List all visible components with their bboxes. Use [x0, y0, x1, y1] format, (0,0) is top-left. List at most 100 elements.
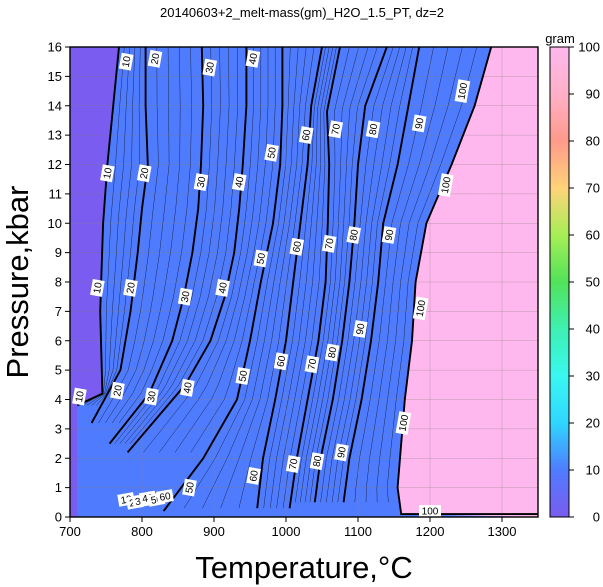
y-tick-label: 8 [55, 275, 62, 290]
contour-label-30: 30 [177, 287, 193, 306]
colorbar-ramp [549, 46, 570, 518]
colorbar-tick-label: 50 [586, 275, 600, 290]
contour-label-bg [285, 455, 301, 474]
contour-label-text: 50 [255, 252, 268, 265]
contour-label-bg [346, 226, 361, 244]
contour-label-bg [309, 452, 325, 471]
contour-label-bg [328, 120, 343, 139]
contour-label-70: 70 [304, 355, 320, 374]
contour-label-80: 80 [324, 343, 340, 362]
fine-contour [112, 47, 181, 424]
contour-label-bg [110, 381, 125, 400]
contour-label-text: 20 [125, 281, 138, 294]
y-tick-label: 11 [49, 186, 63, 201]
contour-label-50: 50 [182, 478, 197, 497]
contour-line-10 [76, 47, 120, 407]
contour-label-text: 40 [234, 175, 247, 188]
contour-label-100: 100 [419, 505, 441, 517]
fine-contour [105, 47, 170, 424]
contour-label-30: 30 [202, 58, 217, 77]
contour-label-text: 40 [217, 281, 230, 294]
x-tick-label: 700 [59, 524, 81, 539]
contour-label-100: 100 [412, 296, 429, 321]
contour-label-text: 50 [237, 369, 250, 382]
contour-label-50: 50 [253, 249, 268, 268]
major-contours [76, 47, 538, 516]
contour-label-40: 40 [180, 378, 195, 397]
contour-label-60: 60 [273, 352, 289, 371]
contour-label-80: 80 [365, 120, 381, 139]
y-tick-label: 3 [55, 421, 62, 436]
contour-label-text: 30 [196, 175, 209, 188]
y-tick-label: 7 [55, 304, 62, 319]
y-tick-label: 0 [55, 510, 62, 525]
contour-label-20: 20 [147, 49, 162, 68]
contour-label-20: 20 [123, 278, 138, 297]
contour-label-60: 60 [156, 489, 174, 504]
contour-label-10: 10 [90, 278, 105, 297]
contour-label-bg [72, 387, 87, 406]
x-tick-label: 900 [203, 524, 225, 539]
contour-label-bg [245, 49, 261, 68]
contour-label-90: 90 [352, 320, 368, 338]
contour-label-text: 80 [327, 346, 340, 359]
contour-label-bg [381, 226, 397, 244]
contour-label-100: 100 [437, 173, 454, 197]
y-tick-label: 15 [48, 69, 62, 84]
x-tick-label: 1100 [344, 524, 372, 539]
x-tick-label: 800 [131, 524, 153, 539]
x-axis: 700 800 900 1000 1100 1200 1300 [59, 517, 516, 539]
contour-line-80 [313, 47, 388, 503]
contour-label-text: 40 [182, 381, 195, 394]
contour-label-10: 10 [118, 52, 134, 71]
contour-label-bg [246, 466, 261, 485]
contour-label-50: 50 [235, 367, 250, 385]
colorbar: gram 0 10 20 30 40 50 60 70 80 90 100 [545, 31, 600, 525]
y-tick-label: 10 [48, 216, 62, 231]
colorbar-tick-label: 40 [586, 322, 600, 337]
contour-label-bg [144, 387, 159, 406]
contour-label-text: 20 [112, 384, 125, 397]
contour-label-bg [118, 52, 134, 71]
chart-title: 20140603+2_melt-mass(gm)_H2O_1.5_PT, dz=… [160, 5, 444, 20]
contour-label-bg [264, 143, 279, 162]
y-axis-title: Pressure,kbar [0, 186, 35, 379]
fine-contour [98, 47, 159, 424]
y-tick-label: 4 [55, 392, 62, 407]
contour-label-text: 60 [291, 240, 304, 253]
contour-label-text: 70 [330, 123, 343, 136]
contour-label-bg [334, 443, 349, 462]
y-tick-label: 13 [48, 128, 62, 143]
contour-label-bg [90, 278, 105, 297]
plot-area: 10 10 10 10 20 20 20 20 30 30 30 30 40 40 40 40 50 50 50 50… [69, 46, 539, 518]
contour-label-text: 90 [384, 228, 397, 241]
contour-label-bg [304, 355, 320, 374]
contour-label-text: 100 [422, 507, 439, 518]
y-tick-label: 5 [55, 363, 62, 378]
contour-label-60: 60 [289, 237, 304, 256]
colorbar-tick-label: 100 [578, 40, 600, 55]
contour-line-100 [396, 47, 538, 516]
contour-label-10: 10 [72, 387, 87, 406]
contour-label-40: 40 [245, 49, 261, 68]
contour-label-text: 10 [92, 281, 105, 294]
contour-label-text: 60 [248, 469, 261, 482]
contour-label-bg [419, 505, 441, 517]
fine-contour [118, 47, 192, 424]
contour-label-30: 30 [144, 387, 159, 406]
contour-label-text: 90 [336, 446, 349, 459]
x-tick-label: 1300 [488, 524, 517, 539]
contour-line-60 [256, 47, 323, 509]
colorbar-tick-label: 10 [586, 463, 600, 478]
fine-contour [159, 47, 262, 453]
colorbar-tick-label: 20 [586, 416, 600, 431]
contour-label-bg [273, 352, 289, 371]
x-tick-label: 1200 [416, 524, 445, 539]
y-tick-label: 6 [55, 333, 62, 348]
contour-label-text: 60 [301, 128, 314, 141]
contour-label-text: 40 [248, 52, 261, 65]
contour-label-70: 70 [328, 120, 343, 139]
contour-label-80: 80 [346, 226, 361, 244]
